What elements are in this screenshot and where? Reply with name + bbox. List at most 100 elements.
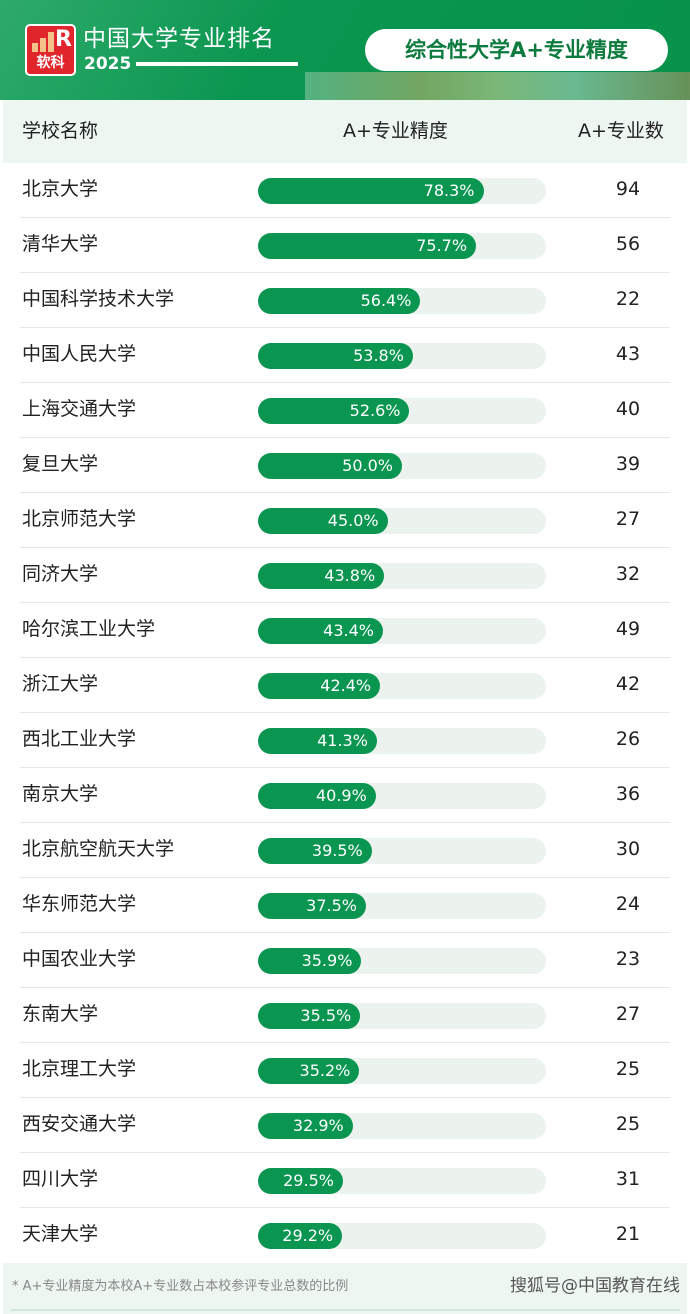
header-title: 中国大学专业排名: [83, 26, 275, 52]
school-name: 哈尔滨工业大学: [22, 618, 156, 640]
precision-bar-track: 41.3%: [258, 728, 546, 754]
shanghai-ranking-logo: R 软科: [25, 24, 76, 76]
precision-bar: 32.9%: [258, 1113, 353, 1139]
a-plus-count: 22: [615, 288, 641, 310]
column-header-name: 学校名称: [22, 120, 99, 142]
precision-bar: 42.4%: [258, 673, 381, 699]
a-plus-count: 23: [615, 948, 641, 970]
a-plus-count: 43: [615, 343, 641, 365]
campus-skyline-image: [305, 72, 690, 100]
table-row: 哈尔滨工业大学 43.4% 49: [3, 603, 687, 658]
precision-bar-track: 75.7%: [258, 233, 546, 259]
table-row: 华东师范大学 37.5% 24: [3, 878, 687, 933]
school-name: 天津大学: [22, 1223, 99, 1245]
precision-bar: 75.7%: [258, 233, 477, 259]
column-header-precision: A+专业精度: [343, 120, 448, 142]
precision-bar: 43.4%: [258, 618, 383, 644]
a-plus-count: 94: [615, 178, 641, 200]
precision-bar-track: 56.4%: [258, 288, 546, 314]
school-name: 中国科学技术大学: [22, 288, 175, 310]
precision-bar: 43.8%: [258, 563, 385, 589]
table-row: 中国人民大学 53.8% 43: [3, 328, 687, 383]
school-name: 北京航空航天大学: [22, 838, 175, 860]
precision-bar-track: 45.0%: [258, 508, 546, 534]
table-row: 北京师范大学 45.0% 27: [3, 493, 687, 548]
school-name: 华东师范大学: [22, 893, 137, 915]
table-row: 清华大学 75.7% 56: [3, 218, 687, 273]
precision-bar: 29.5%: [258, 1168, 343, 1194]
precision-bar-track: 32.9%: [258, 1113, 546, 1139]
precision-bar-track: 78.3%: [258, 178, 546, 204]
table-row: 浙江大学 42.4% 42: [3, 658, 687, 713]
a-plus-count: 42: [615, 673, 641, 695]
a-plus-count: 25: [615, 1113, 641, 1135]
table-row: 东南大学 35.5% 27: [3, 988, 687, 1043]
a-plus-count: 56: [615, 233, 641, 255]
precision-bar-track: 37.5%: [258, 893, 546, 919]
logo-text: 软科: [36, 55, 65, 71]
precision-bar-track: 40.9%: [258, 783, 546, 809]
precision-bar: 37.5%: [258, 893, 366, 919]
precision-bar-track: 29.5%: [258, 1168, 546, 1194]
school-name: 南京大学: [22, 783, 99, 805]
a-plus-count: 25: [615, 1058, 641, 1080]
precision-bar: 45.0%: [258, 508, 388, 534]
table-row: 北京航空航天大学 39.5% 30: [3, 823, 687, 878]
school-name: 北京大学: [22, 178, 99, 200]
precision-bar: 56.4%: [258, 288, 421, 314]
precision-bar: 35.5%: [258, 1003, 361, 1029]
table-row: 西安交通大学 32.9% 25: [3, 1098, 687, 1153]
school-name: 上海交通大学: [22, 398, 137, 420]
school-name: 同济大学: [22, 563, 99, 585]
school-name: 清华大学: [22, 233, 99, 255]
footnote: * A+专业精度为本校A+专业数占本校参评专业总数的比例: [12, 1279, 349, 1294]
school-name: 四川大学: [22, 1168, 99, 1190]
table-row: 中国科学技术大学 56.4% 22: [3, 273, 687, 328]
school-name: 北京理工大学: [22, 1058, 137, 1080]
column-header-count: A+专业数: [578, 120, 664, 142]
school-name: 中国人民大学: [22, 343, 137, 365]
table-row: 西北工业大学 41.3% 26: [3, 713, 687, 768]
table-row: 上海交通大学 52.6% 40: [3, 383, 687, 438]
a-plus-count: 21: [615, 1223, 641, 1245]
precision-bar-track: 50.0%: [258, 453, 546, 479]
table-row: 天津大学 29.2% 21: [3, 1208, 687, 1263]
precision-bar-track: 53.8%: [258, 343, 546, 369]
precision-bar: 52.6%: [258, 398, 410, 424]
precision-bar-track: 43.4%: [258, 618, 546, 644]
table-header: 学校名称 A+专业精度 A+专业数: [0, 100, 690, 163]
ranking-category-badge: 综合性大学A+专业精度: [365, 29, 668, 71]
school-name: 东南大学: [22, 1003, 99, 1025]
a-plus-count: 30: [615, 838, 641, 860]
table-row: 复旦大学 50.0% 39: [3, 438, 687, 493]
a-plus-count: 40: [615, 398, 641, 420]
precision-bar-track: 35.5%: [258, 1003, 546, 1029]
ranking-table: 北京大学 78.3% 94 清华大学 75.7% 56 中国科学技术大学 56.4%…: [3, 163, 687, 1263]
precision-bar: 40.9%: [258, 783, 376, 809]
precision-bar-track: 35.2%: [258, 1058, 546, 1084]
precision-bar: 53.8%: [258, 343, 413, 369]
table-row: 南京大学 40.9% 36: [3, 768, 687, 823]
a-plus-count: 49: [615, 618, 641, 640]
school-name: 西安交通大学: [22, 1113, 137, 1135]
header-banner: R 软科 中国大学专业排名 2025 综合性大学A+专业精度: [0, 0, 690, 100]
precision-bar-track: 52.6%: [258, 398, 546, 424]
precision-bar-track: 39.5%: [258, 838, 546, 864]
table-row: 北京大学 78.3% 94: [3, 163, 687, 218]
school-name: 北京师范大学: [22, 508, 137, 530]
precision-bar-track: 29.2%: [258, 1223, 546, 1249]
table-row: 四川大学 29.5% 31: [3, 1153, 687, 1208]
bottom-divider: [10, 1309, 680, 1311]
watermark: 搜狐号@中国教育在线: [510, 1276, 680, 1296]
precision-bar: 78.3%: [258, 178, 484, 204]
a-plus-count: 27: [615, 508, 641, 530]
a-plus-count: 26: [615, 728, 641, 750]
table-row: 中国农业大学 35.9% 23: [3, 933, 687, 988]
precision-bar: 50.0%: [258, 453, 402, 479]
table-row: 同济大学 43.8% 32: [3, 548, 687, 603]
precision-bar-track: 43.8%: [258, 563, 546, 589]
precision-bar-track: 42.4%: [258, 673, 546, 699]
logo-bars-icon: [32, 32, 54, 52]
precision-bar: 35.2%: [258, 1058, 360, 1084]
logo-r-icon: R: [55, 27, 72, 52]
